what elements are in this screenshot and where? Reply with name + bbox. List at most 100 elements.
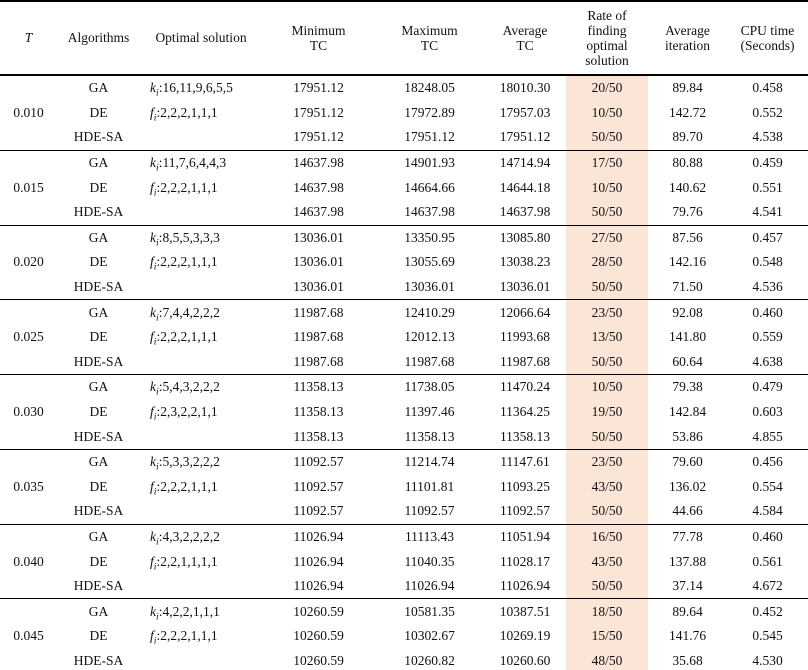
optimal-solution-cell xyxy=(140,274,262,301)
avg-tc-cell: 13038.23 xyxy=(499,254,551,270)
algorithm-cell: HDE-SA xyxy=(57,499,140,525)
table-row: 0.030 GA ki:5,4,3,2,2,2 11358.13 11738.0… xyxy=(0,374,808,450)
solution-subscript: i xyxy=(156,237,159,249)
t-value-cell: 0.015 xyxy=(0,150,57,226)
cpu-time-cell: 0.479 xyxy=(752,379,783,395)
avg-iteration-cell: 71.50 xyxy=(648,274,727,301)
t-value-cell: 0.010 xyxy=(0,75,57,151)
avg-iteration-cell: 77.78 xyxy=(672,528,703,544)
rate-cell: 50/50 xyxy=(566,274,648,301)
max-tc-cell: 11358.13 xyxy=(375,424,484,450)
algorithm-cell: GA xyxy=(88,454,109,470)
max-tc-cell: 11987.68 xyxy=(375,349,484,376)
avg-tc-cell: 14644.18 xyxy=(499,179,551,195)
solution-variable: k xyxy=(150,528,156,544)
algorithm-cell: GA xyxy=(88,229,109,245)
avg-tc-cell: 12066.64 xyxy=(499,304,551,320)
optimal-solution-cell xyxy=(140,573,262,600)
table-row: HDE-SA 14637.98 14637.98 14637.98 50/50 … xyxy=(0,199,808,226)
t-value-cell: 0.040 xyxy=(0,524,57,600)
avg-iteration-cell: 89.84 xyxy=(672,80,703,96)
optimal-solution-cell: ki:5,3,3,2,2,2 xyxy=(140,449,262,474)
table-row: DE fi:2,2,2,1,1,1 10260.59 10302.67 1026… xyxy=(0,624,808,649)
optimal-solution-cell: ki:5,4,3,2,2,2 xyxy=(140,375,262,400)
optimal-solution-cell: ki:11,7,6,4,4,3 xyxy=(140,150,262,175)
solution-subscript: i xyxy=(156,536,159,548)
rate-cell: 23/50 xyxy=(566,449,648,475)
min-tc-cell: 14637.98 xyxy=(293,179,344,195)
min-tc-cell: 11987.68 xyxy=(293,329,344,345)
solution-values: :2,2,2,1,1,1 xyxy=(156,254,218,270)
avg-tc-cell: 11470.24 xyxy=(499,379,551,395)
rate-cell: 27/50 xyxy=(566,225,648,251)
rate-cell: 50/50 xyxy=(566,424,648,450)
solution-subscript: i xyxy=(156,87,159,99)
solution-values: :8,5,5,3,3,3 xyxy=(158,229,220,245)
table-header: T Algorithms Optimal solution Minimum TC… xyxy=(0,1,808,76)
optimal-solution-cell: fi:2,2,2,1,1,1 xyxy=(140,175,262,200)
table-body: 0.010 GA ki:16,11,9,6,5,5 17951.12 18248… xyxy=(0,75,808,670)
table-row: 0.045 GA ki:4,2,2,1,1,1 10260.59 10581.3… xyxy=(0,598,808,670)
min-tc-cell: 17951.12 xyxy=(293,80,344,96)
col-header-optimal-solution: Optimal solution xyxy=(140,1,262,76)
solution-values: :2,2,2,1,1,1 xyxy=(156,104,218,120)
optimal-solution-cell xyxy=(140,125,262,151)
col-header-cpu-time: CPU time (Seconds) xyxy=(727,1,808,76)
max-tc-cell: 13036.01 xyxy=(375,274,484,301)
max-tc-cell: 13350.95 xyxy=(404,229,455,245)
algorithm-cell: DE xyxy=(89,404,108,420)
cpu-time-cell: 4.672 xyxy=(727,573,808,600)
solution-subscript: i xyxy=(156,387,159,399)
avg-iteration-cell: 142.16 xyxy=(668,254,707,270)
algorithm-cell: DE xyxy=(89,329,108,345)
rate-cell: 20/50 xyxy=(566,75,648,101)
rate-cell: 10/50 xyxy=(566,100,648,126)
algorithm-cell: GA xyxy=(88,603,109,619)
avg-iteration-cell: 79.60 xyxy=(672,454,703,470)
cpu-time-cell: 0.458 xyxy=(752,80,783,96)
table-row: 0.035 GA ki:5,3,3,2,2,2 11092.57 11214.7… xyxy=(0,449,808,525)
cpu-time-cell: 4.541 xyxy=(727,199,808,226)
solution-values: :4,3,2,2,2,2 xyxy=(158,528,220,544)
solution-subscript: i xyxy=(156,162,159,174)
cpu-time-cell: 4.638 xyxy=(727,349,808,376)
avg-tc-cell: 14714.94 xyxy=(499,155,551,171)
header-row: T Algorithms Optimal solution Minimum TC… xyxy=(0,1,808,76)
min-tc-cell: 10260.59 xyxy=(293,628,344,644)
solution-subscript: i xyxy=(156,611,159,623)
solution-subscript: i xyxy=(156,312,159,324)
avg-tc-cell: 17957.03 xyxy=(499,104,551,120)
solution-values: :2,2,2,1,1,1 xyxy=(156,478,218,494)
table-row: 0.025 GA ki:7,4,4,2,2,2 11987.68 12410.2… xyxy=(0,299,808,376)
algorithm-cell: HDE-SA xyxy=(57,573,140,600)
avg-tc-cell: 11993.68 xyxy=(499,329,551,345)
table-row: DE fi:2,2,2,1,1,1 11092.57 11101.81 1109… xyxy=(0,474,808,500)
solution-variable: f xyxy=(150,404,154,420)
avg-tc-cell: 14637.98 xyxy=(484,199,566,226)
t-value-cell: 0.025 xyxy=(0,299,57,376)
optimal-solution-cell xyxy=(140,499,262,525)
algorithm-cell: GA xyxy=(88,304,109,320)
avg-iteration-cell: 53.86 xyxy=(648,424,727,450)
optimal-solution-cell: fi:2,2,2,1,1,1 xyxy=(140,624,262,649)
solution-variable: k xyxy=(150,603,156,619)
solution-values: :2,2,2,1,1,1 xyxy=(156,329,218,345)
rate-cell: 10/50 xyxy=(566,374,648,400)
min-tc-cell: 14637.98 xyxy=(262,199,375,226)
max-tc-cell: 11397.46 xyxy=(404,404,455,420)
algorithm-cell: HDE-SA xyxy=(57,274,140,301)
t-value-cell: 0.030 xyxy=(0,374,57,450)
algorithm-cell: DE xyxy=(89,478,108,494)
solution-variable: f xyxy=(150,104,154,120)
rate-cell: 23/50 xyxy=(566,299,648,325)
rate-cell: 19/50 xyxy=(566,399,648,425)
avg-tc-cell: 10387.51 xyxy=(499,603,551,619)
avg-iteration-cell: 37.14 xyxy=(648,573,727,600)
avg-iteration-cell: 141.80 xyxy=(668,329,707,345)
optimal-solution-cell: ki:16,11,9,6,5,5 xyxy=(140,75,262,101)
max-tc-cell: 12012.13 xyxy=(404,329,455,345)
cpu-time-cell: 0.452 xyxy=(752,603,783,619)
cpu-time-cell: 0.552 xyxy=(752,104,783,120)
optimal-solution-cell: ki:4,2,2,1,1,1 xyxy=(140,599,262,624)
solution-subscript: i xyxy=(153,636,157,648)
